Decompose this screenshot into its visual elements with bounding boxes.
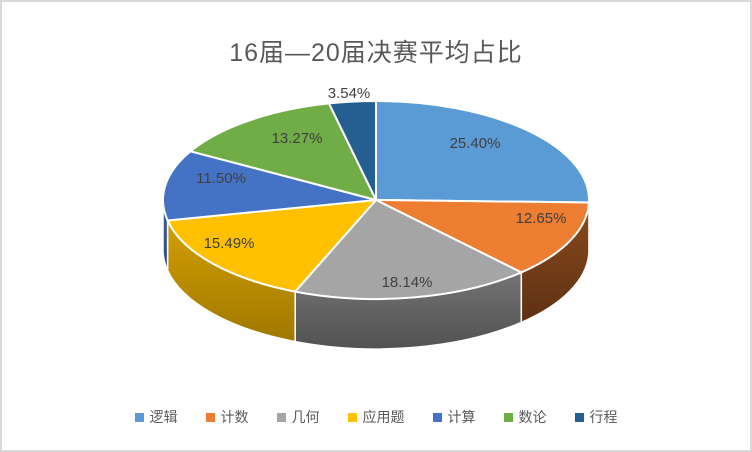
pie-slice-数论[interactable] [189,102,377,201]
legend-item-逻辑[interactable]: 逻辑 [134,407,178,427]
data-label-逻辑: 25.40% [450,135,501,152]
legend-label: 计数 [220,409,249,425]
legend-label: 应用题 [362,409,405,425]
legend-swatch [276,412,286,422]
legend-label: 逻辑 [149,409,178,425]
pie-slice-计数[interactable] [375,199,590,274]
legend-item-计数[interactable]: 计数 [205,407,249,427]
pie-slice-逻辑[interactable] [375,100,590,204]
data-label-应用题: 15.49% [204,235,255,252]
legend-item-几何[interactable]: 几何 [276,407,320,427]
legend-swatch [432,412,442,422]
legend-swatch [574,412,584,422]
data-label-行程: 3.54% [328,85,371,102]
legend-label: 行程 [589,409,618,425]
legend-item-计算[interactable]: 计算 [432,407,476,427]
data-label-几何: 18.14% [382,274,433,291]
pie-slice-几何[interactable] [294,199,523,300]
data-label-数论: 13.27% [272,130,323,147]
legend-item-应用题[interactable]: 应用题 [347,407,405,427]
chart-title: 16届—20届决赛平均占比 [229,39,523,67]
legend-label: 计算 [447,409,476,425]
legend-label: 几何 [291,409,320,425]
legend-item-数论[interactable]: 数论 [503,407,547,427]
legend-swatch [205,412,215,422]
data-label-计算: 11.50% [196,170,246,187]
legend-swatch [134,412,144,422]
pie-slice-计算[interactable] [162,150,377,222]
pie-slice-应用题[interactable] [166,199,377,293]
data-label-计数: 12.65% [516,210,567,227]
legend: 逻辑 计数 几何 应用题 计算 数论 行程 [0,407,752,427]
legend-swatch [503,412,513,422]
legend-swatch [347,412,357,422]
legend-item-行程[interactable]: 行程 [574,407,618,427]
legend-label: 数论 [518,409,547,425]
pie-slice-行程[interactable] [328,100,377,201]
